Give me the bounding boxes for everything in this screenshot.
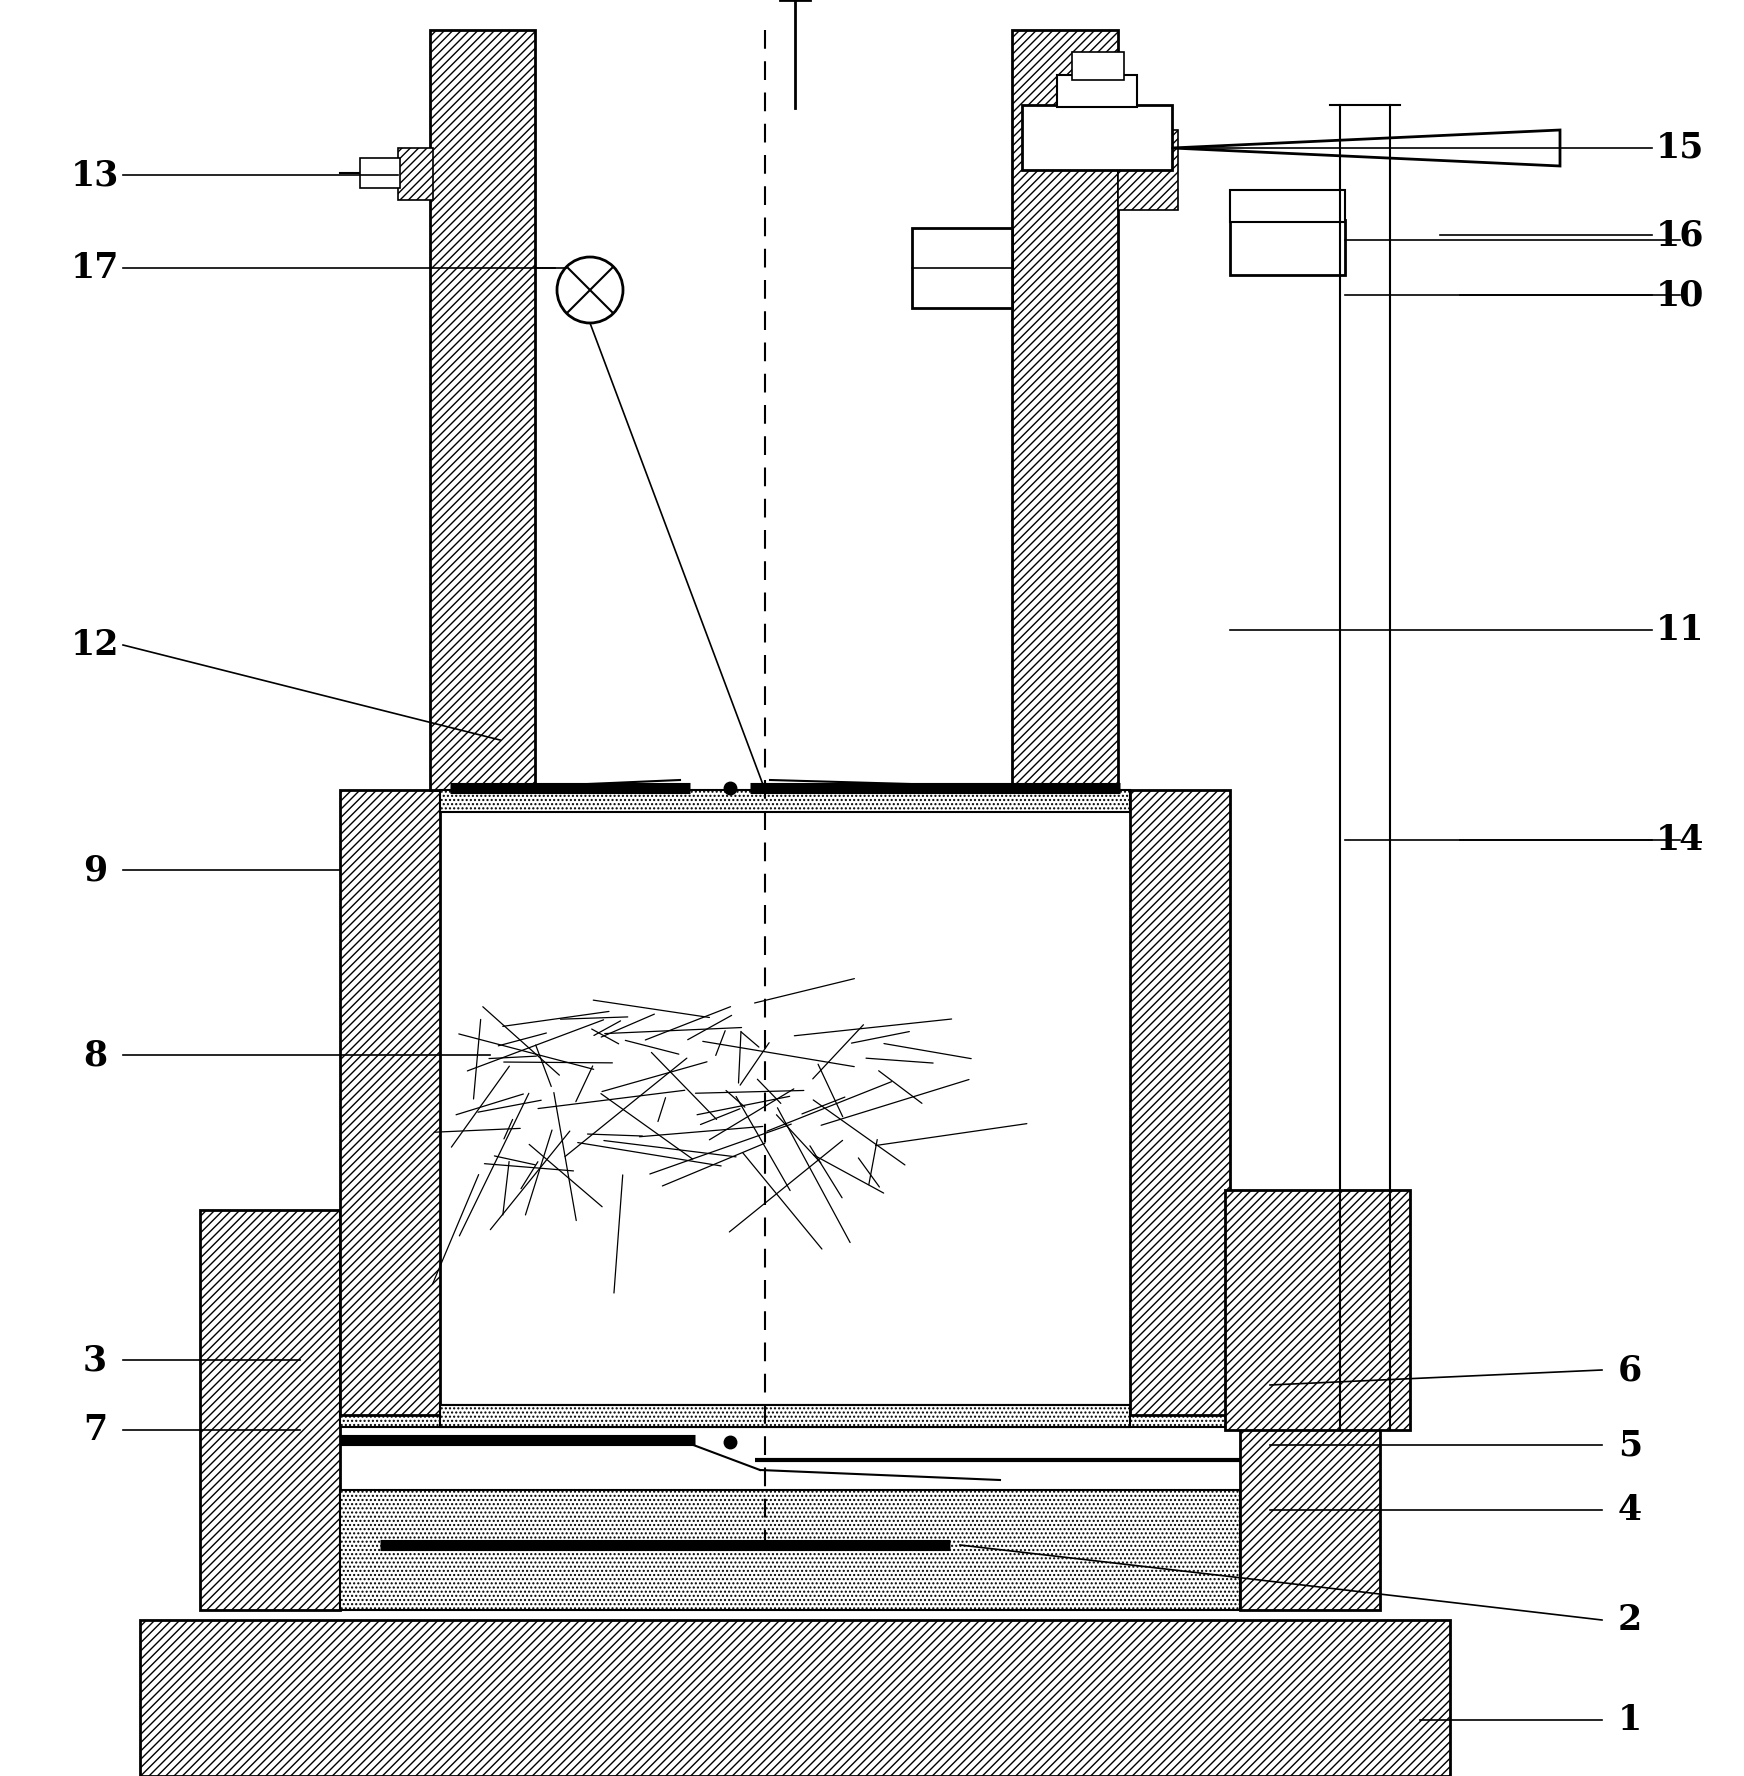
Bar: [398, 147, 433, 201]
Bar: [1240, 1209, 1380, 1611]
Bar: [140, 1620, 1449, 1776]
Bar: [201, 1209, 340, 1611]
Text: 13: 13: [72, 158, 119, 192]
Text: 7: 7: [84, 1414, 106, 1447]
Bar: [1012, 30, 1118, 790]
Text: 6: 6: [1618, 1353, 1643, 1387]
Bar: [359, 158, 399, 188]
Text: 5: 5: [1618, 1428, 1643, 1462]
Bar: [439, 790, 1130, 812]
Text: 3: 3: [84, 1343, 106, 1376]
Text: 16: 16: [1655, 218, 1704, 252]
Bar: [1224, 1190, 1409, 1430]
Text: 2: 2: [1618, 1604, 1643, 1637]
Text: 10: 10: [1655, 279, 1704, 313]
Bar: [431, 30, 535, 790]
Text: 11: 11: [1655, 613, 1704, 646]
Text: 12: 12: [72, 629, 119, 662]
Text: 15: 15: [1655, 131, 1704, 165]
Bar: [1130, 790, 1230, 1415]
Bar: [1230, 190, 1345, 222]
Bar: [1230, 220, 1345, 275]
Bar: [1057, 75, 1137, 107]
Text: 9: 9: [84, 852, 106, 886]
Bar: [340, 1490, 1240, 1611]
Text: 17: 17: [72, 250, 119, 284]
Text: 14: 14: [1655, 822, 1704, 858]
Bar: [1073, 52, 1123, 80]
Bar: [340, 790, 439, 1415]
Bar: [912, 227, 1012, 307]
Bar: [1118, 130, 1177, 210]
Bar: [340, 1405, 1240, 1426]
Bar: [439, 1405, 1130, 1426]
Text: 1: 1: [1618, 1703, 1643, 1737]
Circle shape: [556, 258, 623, 323]
Text: 4: 4: [1618, 1494, 1643, 1527]
Text: 8: 8: [84, 1037, 106, 1073]
Bar: [1022, 105, 1172, 170]
